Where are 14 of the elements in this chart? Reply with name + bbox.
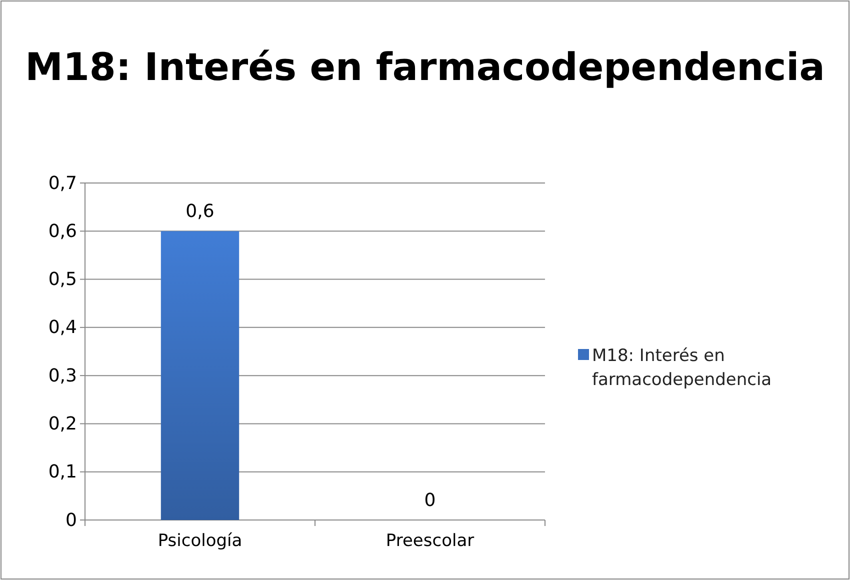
y-tick-label: 0,1	[48, 462, 77, 483]
y-tick-label: 0,3	[48, 365, 77, 386]
chart-title: M18: Interés en farmacodependencia	[25, 45, 825, 89]
x-tick-label: Psicología	[158, 531, 242, 552]
y-tick-label: 0,7	[48, 172, 77, 194]
legend-label: M18: Interés en farmacodependencia	[592, 346, 772, 390]
data-label: 0,6	[186, 201, 214, 222]
y-tick-label: 0	[66, 510, 77, 531]
y-tick-label: 0,2	[48, 413, 77, 434]
x-tick-label: Preescolar	[386, 531, 474, 552]
y-tick-label: 0,5	[48, 269, 77, 290]
data-label: 0	[424, 490, 436, 511]
y-tick-label: 0,4	[48, 317, 77, 338]
y-tick-label: 0,6	[48, 220, 77, 242]
